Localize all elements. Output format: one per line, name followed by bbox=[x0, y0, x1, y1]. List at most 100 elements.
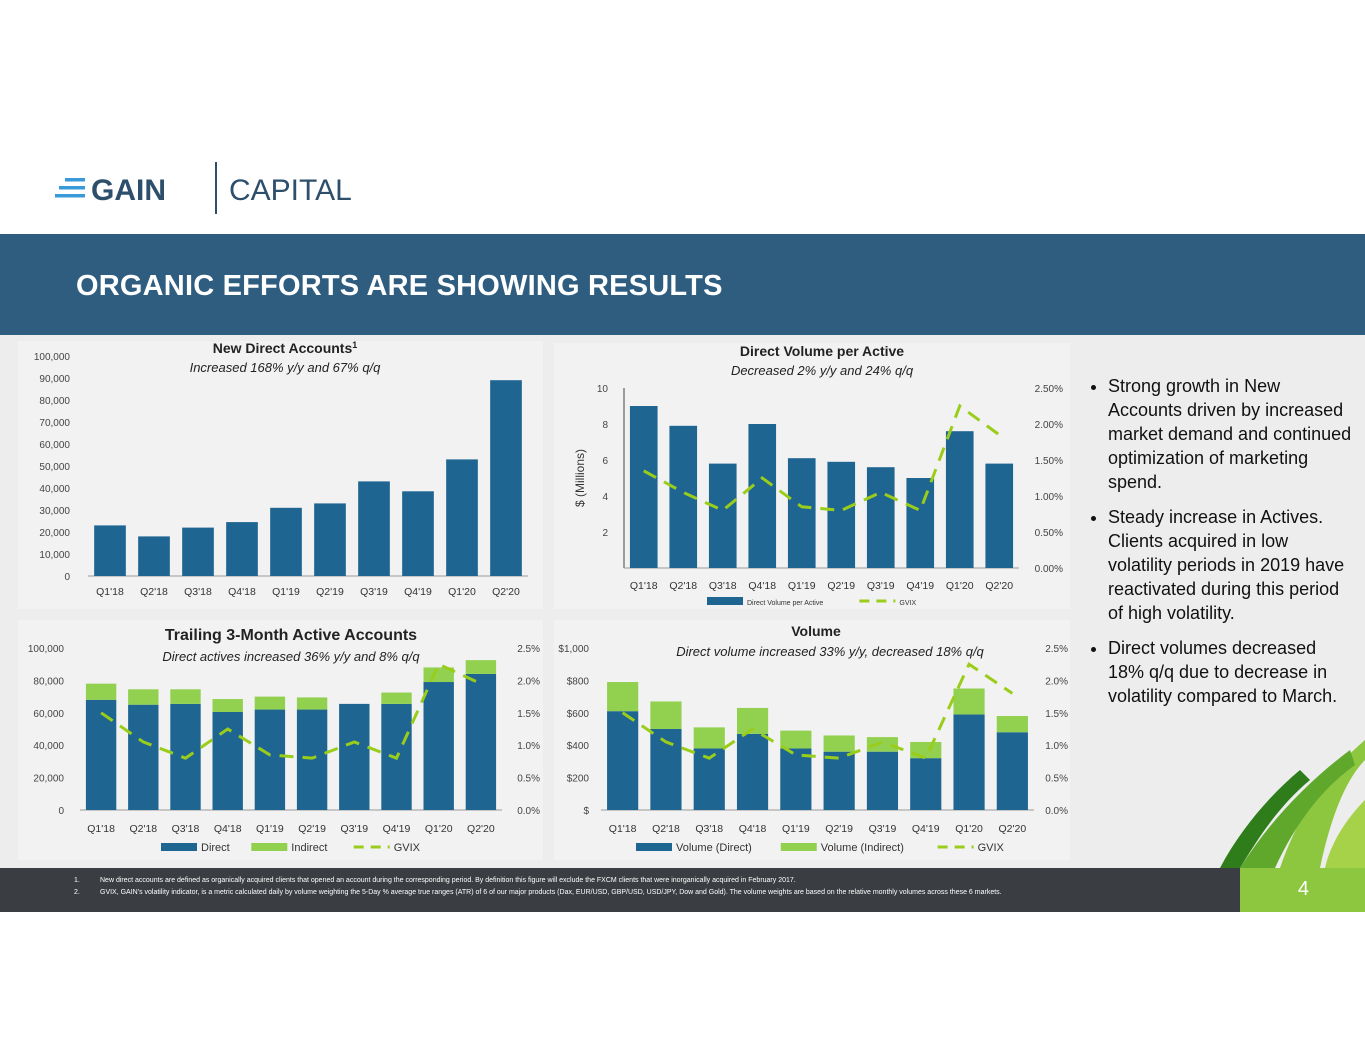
x-tick-label: Q1'19 bbox=[272, 586, 300, 598]
x-tick-label: Q2'18 bbox=[669, 580, 697, 592]
legend-label: GVIX bbox=[394, 842, 421, 854]
x-tick-label: Q3'18 bbox=[695, 823, 723, 835]
y2-tick-label: 2.5% bbox=[517, 644, 540, 655]
footnotes: 1. New direct accounts are defined as org… bbox=[0, 868, 1240, 912]
page-number-box: 4 bbox=[1240, 868, 1365, 912]
chart-title-footnote-ref: 1 bbox=[352, 340, 357, 350]
legend-label: Volume (Indirect) bbox=[821, 842, 904, 854]
y2-tick-label: 0.5% bbox=[517, 774, 540, 785]
y-tick-label: 40,000 bbox=[39, 484, 70, 495]
chart-panel-volume: Volume Direct volume increased 33% y/y, d… bbox=[554, 620, 1070, 860]
x-tick-label: Q1'19 bbox=[782, 823, 810, 835]
bar-indirect bbox=[866, 737, 899, 752]
bar-direct bbox=[402, 491, 434, 576]
x-tick-label: Q1'18 bbox=[96, 586, 124, 598]
legend-swatch bbox=[636, 843, 672, 851]
y-tick-label: 100,000 bbox=[34, 352, 71, 363]
x-tick-label: Q2'19 bbox=[825, 823, 853, 835]
bar-direct bbox=[787, 458, 816, 568]
bullet-item: Direct volumes decreased 18% q/q due to … bbox=[1108, 636, 1355, 708]
y-tick-label: 10 bbox=[597, 384, 609, 395]
x-tick-label: Q4'19 bbox=[912, 823, 940, 835]
logo-stripes-icon bbox=[55, 178, 85, 198]
legend-swatch bbox=[251, 843, 288, 851]
x-tick-label: Q4'19 bbox=[404, 586, 432, 598]
gain-capital-logo: GAIN CAPITAL bbox=[55, 160, 415, 220]
chart-title: New Direct Accounts1 bbox=[213, 340, 358, 356]
chart-trailing-active-accounts: Trailing 3-Month Active Accounts Direct a… bbox=[28, 627, 540, 854]
chart-subtitle: Direct actives increased 36% y/y and 8% … bbox=[162, 649, 420, 664]
y-tick-label: 0 bbox=[64, 572, 70, 583]
x-tick-label: Q4'18 bbox=[228, 586, 256, 598]
x-tick-label: Q4'18 bbox=[214, 823, 242, 835]
legend-label: Direct bbox=[201, 842, 230, 854]
y-tick-label: 60,000 bbox=[33, 709, 64, 720]
bar-indirect bbox=[212, 699, 243, 712]
y-tick-label: 20,000 bbox=[33, 774, 64, 785]
y-tick-label: 80,000 bbox=[39, 396, 70, 407]
bar-direct bbox=[182, 527, 214, 576]
page-title: ORGANIC EFFORTS ARE SHOWING RESULTS bbox=[76, 270, 723, 302]
y-tick-label: 20,000 bbox=[39, 528, 70, 539]
legend-label: GVIX bbox=[978, 842, 1005, 854]
chart-direct-volume-per-active: Direct Volume per Active Decreased 2% y/y… bbox=[573, 343, 1063, 607]
bar-indirect bbox=[650, 701, 682, 729]
bar-direct bbox=[226, 522, 258, 576]
bar-indirect bbox=[996, 716, 1028, 733]
y-tick-label: 60,000 bbox=[39, 440, 70, 451]
bullet-item: Steady increase in Actives. Clients acqu… bbox=[1108, 505, 1355, 625]
logo-word-gain: GAIN bbox=[91, 174, 166, 207]
x-tick-label: Q3'18 bbox=[172, 823, 200, 835]
bar-direct bbox=[866, 751, 899, 810]
bullet-item: Strong growth in New Accounts driven by … bbox=[1108, 374, 1355, 494]
x-tick-label: Q4'19 bbox=[383, 823, 411, 835]
bar-direct bbox=[254, 709, 286, 810]
bar-direct bbox=[748, 424, 777, 568]
y2-tick-label: 2.50% bbox=[1035, 384, 1063, 395]
chart-subtitle: Decreased 2% y/y and 24% q/q bbox=[731, 363, 914, 378]
footnote-1: 1. New direct accounts are defined as org… bbox=[74, 877, 796, 884]
y-tick-label: 50,000 bbox=[39, 462, 70, 473]
bar-direct bbox=[823, 751, 855, 810]
bar-indirect bbox=[910, 741, 942, 759]
x-tick-label: Q2'19 bbox=[298, 823, 326, 835]
x-tick-label: Q3'18 bbox=[709, 580, 737, 592]
y2-tick-label: 1.50% bbox=[1035, 456, 1063, 467]
y-tick-label: 2 bbox=[602, 528, 608, 539]
bar-direct bbox=[607, 711, 639, 810]
y-tick-label: $600 bbox=[567, 709, 590, 720]
bar-direct bbox=[296, 709, 328, 810]
legend-label: Direct Volume per Active bbox=[747, 600, 823, 607]
y-tick-label: 30,000 bbox=[39, 506, 70, 517]
legend-label: Volume (Direct) bbox=[676, 842, 752, 854]
y2-tick-label: 2.0% bbox=[1045, 676, 1068, 687]
bar-direct bbox=[358, 481, 390, 576]
chart-new-direct-accounts: New Direct Accounts1 Increased 168% y/y a… bbox=[34, 340, 528, 598]
footnote-2: 2. GVIX, GAIN's volatility indicator, is … bbox=[74, 889, 1002, 896]
y-tick-label: 90,000 bbox=[39, 374, 70, 385]
x-tick-label: Q4'19 bbox=[906, 580, 934, 592]
x-tick-label: Q1'18 bbox=[87, 823, 115, 835]
x-tick-label: Q2'20 bbox=[467, 823, 495, 835]
legend-swatch bbox=[707, 597, 743, 605]
legend-label: Indirect bbox=[291, 842, 327, 854]
x-tick-label: Q1'20 bbox=[425, 823, 453, 835]
y-tick-label: 40,000 bbox=[33, 741, 64, 752]
x-tick-label: Q1'18 bbox=[609, 823, 637, 835]
y2-tick-label: 0.0% bbox=[517, 806, 540, 817]
chart-subtitle: Increased 168% y/y and 67% q/q bbox=[190, 360, 382, 375]
y2-tick-label: 0.5% bbox=[1045, 774, 1068, 785]
chart-title: Direct Volume per Active bbox=[740, 343, 904, 359]
x-tick-label: Q2'18 bbox=[129, 823, 157, 835]
bar-direct bbox=[339, 703, 370, 810]
x-tick-label: Q2'18 bbox=[652, 823, 680, 835]
y2-tick-label: 1.00% bbox=[1035, 492, 1063, 503]
bar-indirect bbox=[823, 735, 855, 752]
y-tick-label: 100,000 bbox=[28, 644, 65, 655]
x-tick-label: Q1'19 bbox=[788, 580, 816, 592]
chart-volume: Volume Direct volume increased 33% y/y, d… bbox=[558, 623, 1068, 854]
y-tick-label: $ bbox=[583, 806, 589, 817]
bar-direct bbox=[866, 467, 895, 568]
y-tick-label: $800 bbox=[567, 676, 590, 687]
y2-tick-label: 1.0% bbox=[1045, 741, 1068, 752]
